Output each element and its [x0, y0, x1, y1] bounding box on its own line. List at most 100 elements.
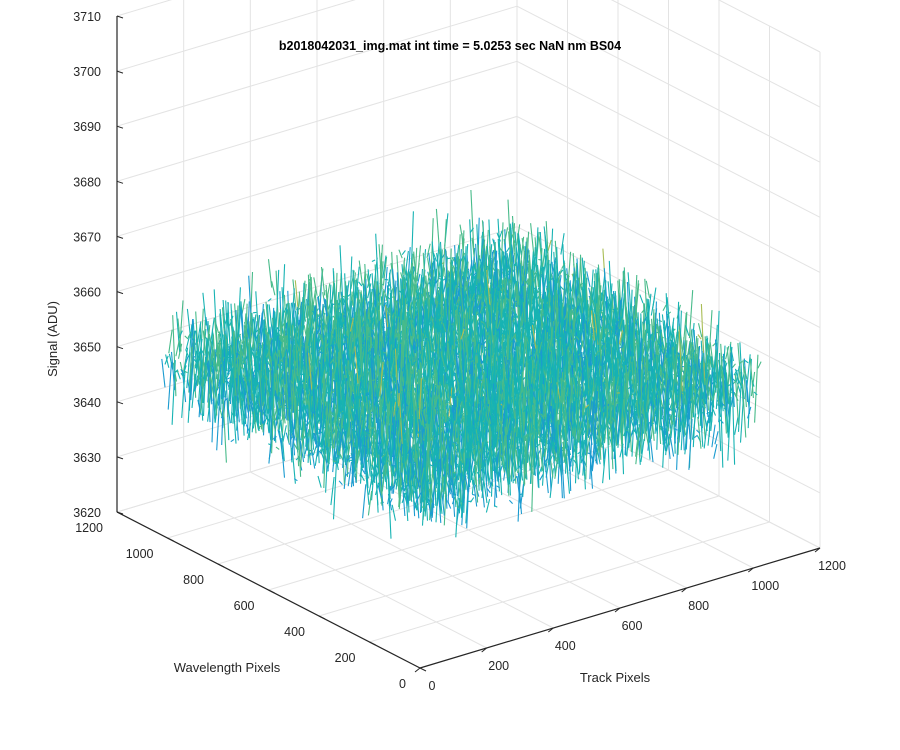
- surface-segment: [669, 415, 674, 425]
- surface-segment: [601, 355, 607, 375]
- surface-segment: [401, 250, 406, 256]
- side-wall-grid-line: [610, 0, 821, 108]
- surface-segment: [711, 359, 716, 423]
- surface-segment: [739, 361, 743, 364]
- surface-segment: [497, 238, 502, 294]
- surface-segment: [560, 298, 566, 323]
- surface-segment: [582, 288, 588, 344]
- surface-segment: [635, 283, 640, 319]
- surface-segment: [511, 274, 516, 303]
- surface-segment: [598, 326, 603, 353]
- surface-segment: [481, 220, 487, 261]
- surface-segment: [625, 305, 630, 326]
- surface-segment: [667, 336, 673, 355]
- surface-segment: [692, 352, 697, 383]
- surface-segment: [692, 385, 698, 448]
- surface-segment: [693, 434, 698, 439]
- z-tick-mark: [116, 346, 124, 350]
- surface-segment: [639, 294, 644, 304]
- back-wall-grid-line: [116, 171, 518, 293]
- y-tick-mark: [318, 615, 326, 620]
- surface-segment: [477, 268, 482, 279]
- surface-segment: [469, 227, 474, 233]
- x-tick-mark: [747, 567, 754, 573]
- surface-segment: [460, 255, 465, 261]
- side-wall-grid-line: [717, 0, 821, 53]
- back-wall-grid-line: [116, 0, 356, 72]
- surface-segment: [438, 319, 443, 321]
- surface-segment: [753, 391, 758, 396]
- surface-segment: [492, 238, 497, 253]
- surface-segment: [561, 306, 566, 326]
- surface-segment: [644, 278, 649, 337]
- surface-segment: [660, 364, 665, 374]
- z-tick-mark: [116, 401, 124, 405]
- surface-segment: [627, 272, 632, 319]
- z-tick-mark: [116, 511, 124, 515]
- y-tick-mark: [268, 589, 275, 594]
- side-wall-grid-line: [516, 5, 821, 163]
- surface-segment: [487, 244, 493, 284]
- surface-segment: [648, 373, 653, 400]
- z-tick-mark: [116, 15, 124, 19]
- surface-segment: [688, 418, 693, 470]
- back-wall-grid-line: [116, 5, 518, 127]
- surface-segment: [708, 386, 713, 401]
- surface-segment: [611, 319, 616, 345]
- surface-segment: [600, 306, 606, 341]
- surface-segment: [634, 318, 639, 325]
- y-tick-mark: [167, 537, 174, 542]
- z-tick-mark: [116, 180, 124, 184]
- surface-segment: [634, 302, 640, 335]
- x-tick-mark: [481, 647, 488, 653]
- side-wall-grid-line: [516, 226, 821, 384]
- surface-segment: [576, 307, 582, 336]
- surface-segment: [701, 360, 706, 400]
- surface-segment: [472, 272, 477, 277]
- surface-segment: [700, 303, 706, 382]
- surface-segment: [435, 243, 440, 284]
- surface-segment: [604, 328, 608, 331]
- surface-segment: [715, 310, 720, 393]
- surface-segment: [703, 420, 708, 449]
- surface-segment: [554, 326, 560, 339]
- surface-segment: [707, 412, 712, 446]
- surface-segment: [677, 378, 682, 455]
- surface-segment: [734, 368, 740, 384]
- surface-segment: [741, 383, 747, 438]
- surface-segment: [685, 354, 691, 364]
- surface-segment: [735, 365, 740, 383]
- surface-segment: [451, 257, 456, 263]
- surface-segment: [481, 285, 486, 292]
- floor-grid-line: [268, 469, 669, 591]
- surface-segment: [538, 293, 543, 307]
- z-tick-mark: [116, 235, 124, 239]
- surface-segment: [566, 251, 572, 294]
- surface-segment: [627, 327, 632, 351]
- surface-segment: [542, 255, 547, 283]
- surface-segment: [683, 340, 688, 379]
- surface-segment: [749, 357, 754, 398]
- surface-segment: [734, 393, 739, 402]
- surface-segment: [642, 316, 647, 325]
- surface-segment: [579, 291, 584, 308]
- surface-segment: [563, 311, 569, 321]
- surface-segment: [734, 417, 739, 435]
- surface-segment: [685, 348, 690, 373]
- surface-segment: [743, 358, 749, 403]
- surface-segment: [536, 290, 541, 294]
- surface-segment: [525, 284, 531, 320]
- surface-segment: [600, 289, 605, 314]
- surface-segment: [746, 354, 751, 386]
- surface-segment: [695, 345, 701, 392]
- surface-segment: [589, 291, 594, 323]
- surface-segment: [478, 270, 483, 291]
- surface-segment: [726, 347, 731, 383]
- surface-segment: [564, 276, 570, 309]
- surface-segment: [569, 297, 574, 316]
- floor-grid-line: [369, 521, 770, 643]
- surface-segment: [713, 443, 718, 459]
- surface-segment: [658, 312, 664, 388]
- surface-segment: [565, 307, 570, 332]
